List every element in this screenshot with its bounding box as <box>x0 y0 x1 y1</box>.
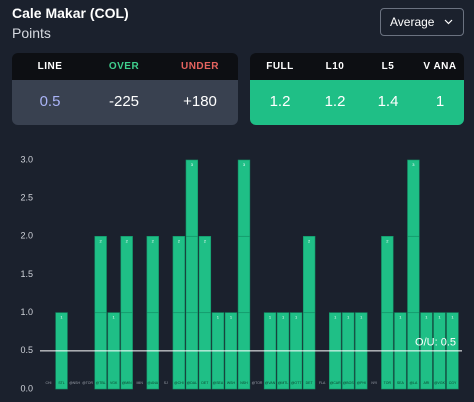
x-tick-label: @CAR <box>330 381 341 385</box>
x-tick-label: VGK <box>110 381 118 385</box>
value-label: 1 <box>282 315 285 320</box>
y-tick-label: 2.0 <box>20 231 33 241</box>
header: L10 <box>325 61 345 72</box>
value-label: 1 <box>360 315 363 320</box>
x-tick-label: @BOS <box>343 381 355 385</box>
x-tick-label: ARI <box>424 381 430 385</box>
value-label: 3 <box>191 162 194 167</box>
x-tick-label: MIN <box>137 381 144 385</box>
bar <box>185 159 199 390</box>
stats-value-row: 1.2 1.2 1.4 1 <box>250 80 464 125</box>
ou-label: O/U: 0.5 <box>415 337 456 349</box>
x-tick-label: NSH <box>240 381 248 385</box>
y-tick-label: 0.0 <box>20 383 33 393</box>
stats-card: FULL L10 L5 V ANA 1.2 1.2 1.4 1 <box>250 53 464 125</box>
value-label: 2 <box>100 238 103 243</box>
y-tick-label: 0.5 <box>20 345 33 355</box>
x-tick-label: @VGK <box>434 381 446 385</box>
value-label: 1 <box>217 315 220 320</box>
value-label: 2 <box>178 238 181 243</box>
x-tick-label: @MTL <box>278 381 289 385</box>
y-tick-label: 3.0 <box>20 154 33 164</box>
value-label: 3 <box>412 162 415 167</box>
x-tick-label: @VAN <box>265 381 276 385</box>
value: 1.2 <box>324 93 346 110</box>
value-label: 2 <box>152 238 155 243</box>
chevron <box>444 19 453 25</box>
player-title: Cale Makar (COL) <box>12 5 129 21</box>
x-tick-label: @SEA <box>213 381 224 385</box>
value-label: 2 <box>308 238 311 243</box>
x-tick-label: @DAL <box>187 381 197 385</box>
value-label: 3 <box>243 162 246 167</box>
x-tick-label: TOR <box>384 381 392 385</box>
x-tick-label: DET <box>306 381 314 385</box>
x-tick-label: @TBL <box>96 381 106 385</box>
x-tick-label: NYI <box>371 381 377 385</box>
x-tick-label: @TOR <box>252 381 263 385</box>
value-label: 1 <box>113 315 116 320</box>
line-header-row: LINE OVER UNDER <box>12 53 238 80</box>
value-label: 1 <box>399 315 402 320</box>
value: -225 <box>108 93 140 110</box>
value-label: 1 <box>451 315 454 320</box>
x-tick-label: @NSH <box>69 381 80 385</box>
stats-header-row: FULL L10 L5 V ANA <box>250 53 464 80</box>
x-tick-label: WSH <box>227 381 236 385</box>
x-tick-label: CGY <box>449 381 457 385</box>
x-tick-label: FLA <box>319 381 326 385</box>
value: 0.5 <box>39 93 61 110</box>
value: 1 <box>435 93 445 110</box>
header: FULL <box>266 61 294 72</box>
header: LINE <box>37 61 63 72</box>
value-label: 1 <box>60 315 63 320</box>
bar <box>237 159 251 390</box>
value-label: 1 <box>438 315 441 320</box>
x-tick-label: @ANA <box>147 381 158 385</box>
value: +180 <box>183 93 217 110</box>
x-tick-label: @TOR <box>82 381 93 385</box>
y-tick-label: 2.5 <box>20 193 33 203</box>
dropdown[interactable]: Average <box>380 8 464 36</box>
value-label: 1 <box>295 315 298 320</box>
x-tick-label: @OTT <box>291 381 302 385</box>
x-tick-label: SJ <box>164 381 168 385</box>
y-tick-label: 1.0 <box>20 307 33 317</box>
bar <box>407 159 420 390</box>
header: V ANA <box>423 61 457 72</box>
header: OVER <box>108 61 140 72</box>
dropdown-label: Average <box>390 15 435 29</box>
header: L5 <box>381 61 395 72</box>
value-label: 2 <box>204 238 207 243</box>
value-label: 1 <box>425 315 428 320</box>
value-label: 1 <box>334 315 337 320</box>
x-tick-label: DET <box>201 381 209 385</box>
value-label: 2 <box>126 238 129 243</box>
value: 1.2 <box>269 93 291 110</box>
y-tick-label: 1.5 <box>20 269 33 279</box>
value-label: 2 <box>386 238 389 243</box>
value-label: 1 <box>347 315 350 320</box>
x-tick-label: @LA <box>409 381 417 385</box>
value-label: 1 <box>269 315 272 320</box>
header: UNDER <box>180 61 220 72</box>
line-value-row: 0.5 -225 +180 <box>12 80 238 125</box>
value: 1.4 <box>377 93 399 110</box>
value-label: 1 <box>230 315 233 320</box>
x-tick-label: SEA <box>397 381 405 385</box>
stat-subtitle: Points <box>12 25 51 41</box>
x-tick-label: @MIN <box>122 381 132 385</box>
x-tick-label: CHI <box>46 381 52 385</box>
x-tick-label: @PHI <box>357 381 366 385</box>
x-tick-label: STL <box>58 381 64 385</box>
x-tick-label: @CHI <box>174 381 184 385</box>
line-card: LINE OVER UNDER 0.5 -225 +180 <box>12 53 238 125</box>
